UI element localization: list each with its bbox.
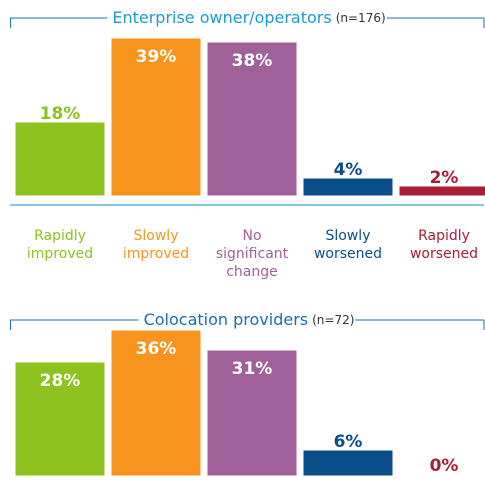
data-label: 0% xyxy=(430,456,459,476)
bar xyxy=(207,350,297,476)
chart-title: Colocation providers (n=72) xyxy=(144,310,355,329)
bar xyxy=(303,450,393,476)
data-label: 36% xyxy=(136,339,177,359)
bar xyxy=(111,38,201,196)
data-label: 38% xyxy=(232,51,273,71)
category-label: No significant change xyxy=(216,228,289,280)
data-label: 18% xyxy=(40,104,81,124)
bar xyxy=(111,330,201,476)
data-label: 6% xyxy=(334,432,363,452)
data-label: 2% xyxy=(430,168,459,188)
chart-title: Enterprise owner/operators (n=176) xyxy=(112,8,385,27)
bar xyxy=(399,186,485,196)
bar xyxy=(207,42,297,196)
bar xyxy=(303,178,393,196)
bar xyxy=(15,122,105,196)
category-label: Slowly worsened xyxy=(314,228,382,262)
data-label: 39% xyxy=(136,47,177,67)
data-label: 31% xyxy=(232,359,273,379)
category-label: Rapidly improved xyxy=(27,228,93,262)
category-label: Rapidly worsened xyxy=(410,228,478,262)
title-background xyxy=(107,8,387,28)
data-label: 4% xyxy=(334,160,363,180)
chart-title-text: Enterprise owner/operators xyxy=(112,8,331,27)
title-background xyxy=(138,310,356,330)
chart-title-text: Colocation providers xyxy=(144,310,309,329)
bar xyxy=(15,362,105,476)
data-label: 28% xyxy=(40,371,81,391)
chart-subtitle: (n=176) xyxy=(336,11,386,25)
chart-subtitle: (n=72) xyxy=(312,313,354,327)
category-label: Slowly improved xyxy=(123,228,189,262)
